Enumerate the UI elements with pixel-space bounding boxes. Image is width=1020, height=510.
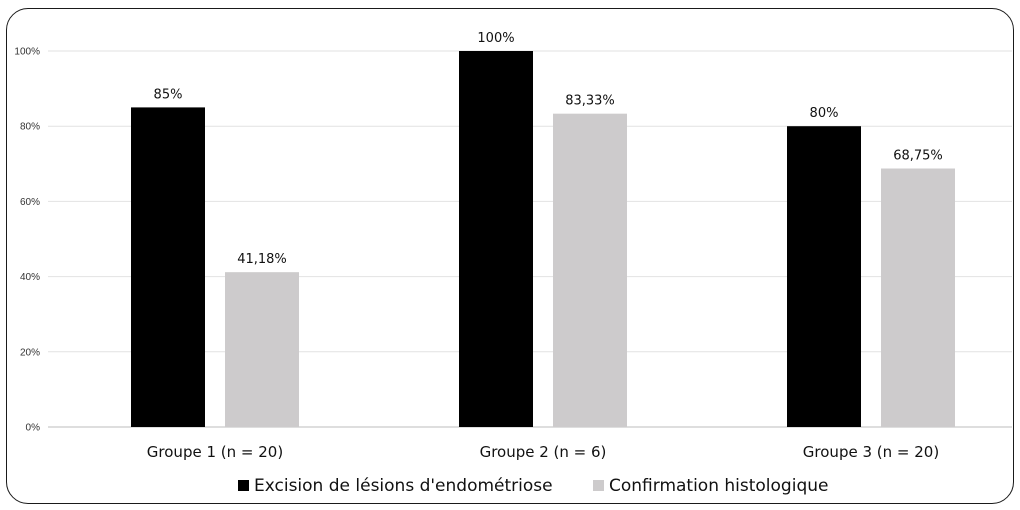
bar-series-2 bbox=[225, 272, 299, 427]
y-tick-label: 40% bbox=[20, 272, 40, 283]
bar-series-2 bbox=[881, 168, 955, 427]
data-label: 68,75% bbox=[893, 149, 943, 164]
legend-swatch-series-1 bbox=[238, 480, 249, 491]
data-label: 85% bbox=[154, 87, 183, 102]
data-label: 41,18% bbox=[237, 252, 287, 267]
y-tick-label: 100% bbox=[14, 47, 40, 58]
y-tick-label: 60% bbox=[20, 197, 40, 208]
data-label: 100% bbox=[477, 31, 514, 46]
bar-series-1 bbox=[787, 126, 861, 427]
legend-label-series-2: Confirmation histologique bbox=[609, 476, 828, 496]
data-label: 83,33% bbox=[565, 94, 615, 109]
data-label: 80% bbox=[810, 106, 839, 121]
y-tick-label: 80% bbox=[20, 122, 40, 133]
bar-series-1 bbox=[459, 51, 533, 427]
x-category-label: Groupe 2 (n = 6) bbox=[480, 443, 607, 461]
y-tick-label: 0% bbox=[26, 423, 41, 434]
x-category-label: Groupe 3 (n = 20) bbox=[803, 443, 939, 461]
legend-swatch-series-2 bbox=[593, 480, 604, 491]
x-category-label: Groupe 1 (n = 20) bbox=[147, 443, 283, 461]
bar-series-2 bbox=[553, 113, 627, 427]
y-tick-label: 20% bbox=[20, 347, 40, 358]
bar-series-1 bbox=[131, 107, 205, 428]
legend-label-series-1: Excision de lésions d'endométriose bbox=[254, 476, 553, 496]
